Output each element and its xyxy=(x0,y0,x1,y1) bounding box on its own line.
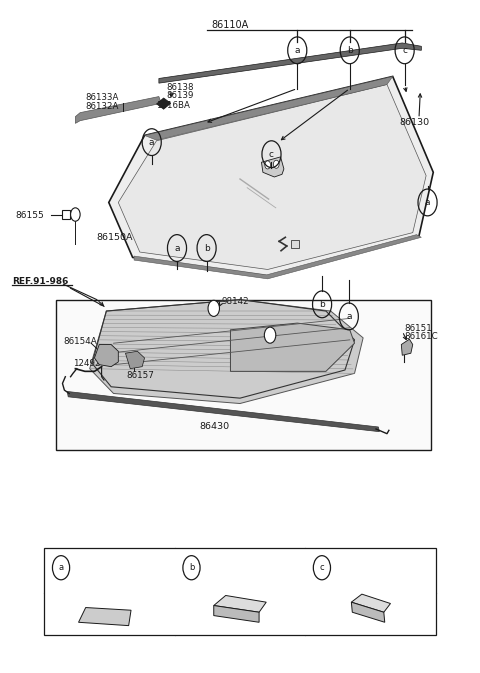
Text: b: b xyxy=(347,46,353,55)
Polygon shape xyxy=(156,98,171,109)
Text: 86130: 86130 xyxy=(400,118,430,127)
Text: b: b xyxy=(204,244,209,252)
Text: 86430: 86430 xyxy=(199,423,229,431)
Circle shape xyxy=(71,208,80,221)
Text: a: a xyxy=(425,198,430,207)
Polygon shape xyxy=(75,96,161,123)
Text: 86155: 86155 xyxy=(16,211,45,220)
Text: 86151: 86151 xyxy=(405,324,432,333)
Text: 82279: 82279 xyxy=(204,563,232,572)
Text: 86150A: 86150A xyxy=(97,233,133,242)
Text: REF.91-986: REF.91-986 xyxy=(12,277,68,286)
Text: 86132A: 86132A xyxy=(85,102,118,111)
Polygon shape xyxy=(134,235,421,279)
Polygon shape xyxy=(144,77,393,140)
Circle shape xyxy=(208,300,219,316)
Polygon shape xyxy=(214,606,259,623)
Polygon shape xyxy=(351,602,385,623)
Bar xyxy=(61,211,70,219)
Bar xyxy=(44,548,436,635)
Polygon shape xyxy=(95,345,118,367)
Text: c: c xyxy=(402,46,407,55)
Text: 12492: 12492 xyxy=(73,359,100,368)
Text: 98142: 98142 xyxy=(222,297,250,306)
Polygon shape xyxy=(79,608,131,626)
Text: 86133A: 86133A xyxy=(85,94,118,102)
Text: a: a xyxy=(346,312,351,321)
Text: 86157: 86157 xyxy=(126,371,154,380)
Text: 86115: 86115 xyxy=(334,563,362,572)
Text: a: a xyxy=(59,563,64,572)
Polygon shape xyxy=(262,157,284,177)
Text: 86138: 86138 xyxy=(166,83,193,92)
Text: 86154A: 86154A xyxy=(63,337,97,347)
Text: b: b xyxy=(319,300,325,309)
Text: 98142: 98142 xyxy=(278,324,306,333)
Text: b: b xyxy=(189,563,194,572)
Bar xyxy=(290,240,299,248)
Circle shape xyxy=(265,161,271,169)
Circle shape xyxy=(274,160,279,168)
Polygon shape xyxy=(159,43,421,83)
Bar xyxy=(56,299,431,450)
Polygon shape xyxy=(351,594,391,612)
Text: 86161C: 86161C xyxy=(405,332,438,341)
Text: c: c xyxy=(269,149,274,159)
Polygon shape xyxy=(125,351,144,369)
Polygon shape xyxy=(230,323,355,371)
Text: 86110A: 86110A xyxy=(211,20,249,30)
Text: c: c xyxy=(320,563,324,572)
Polygon shape xyxy=(214,596,266,612)
Text: a: a xyxy=(149,138,155,147)
Circle shape xyxy=(264,327,276,343)
Polygon shape xyxy=(109,77,433,276)
Polygon shape xyxy=(67,392,379,431)
Polygon shape xyxy=(118,85,426,269)
Text: 86124D: 86124D xyxy=(73,563,108,572)
Polygon shape xyxy=(401,339,413,355)
Text: 1416BA: 1416BA xyxy=(156,101,191,110)
Text: a: a xyxy=(174,244,180,252)
Text: a: a xyxy=(295,46,300,55)
Text: 86139: 86139 xyxy=(166,91,193,100)
Polygon shape xyxy=(90,299,363,404)
